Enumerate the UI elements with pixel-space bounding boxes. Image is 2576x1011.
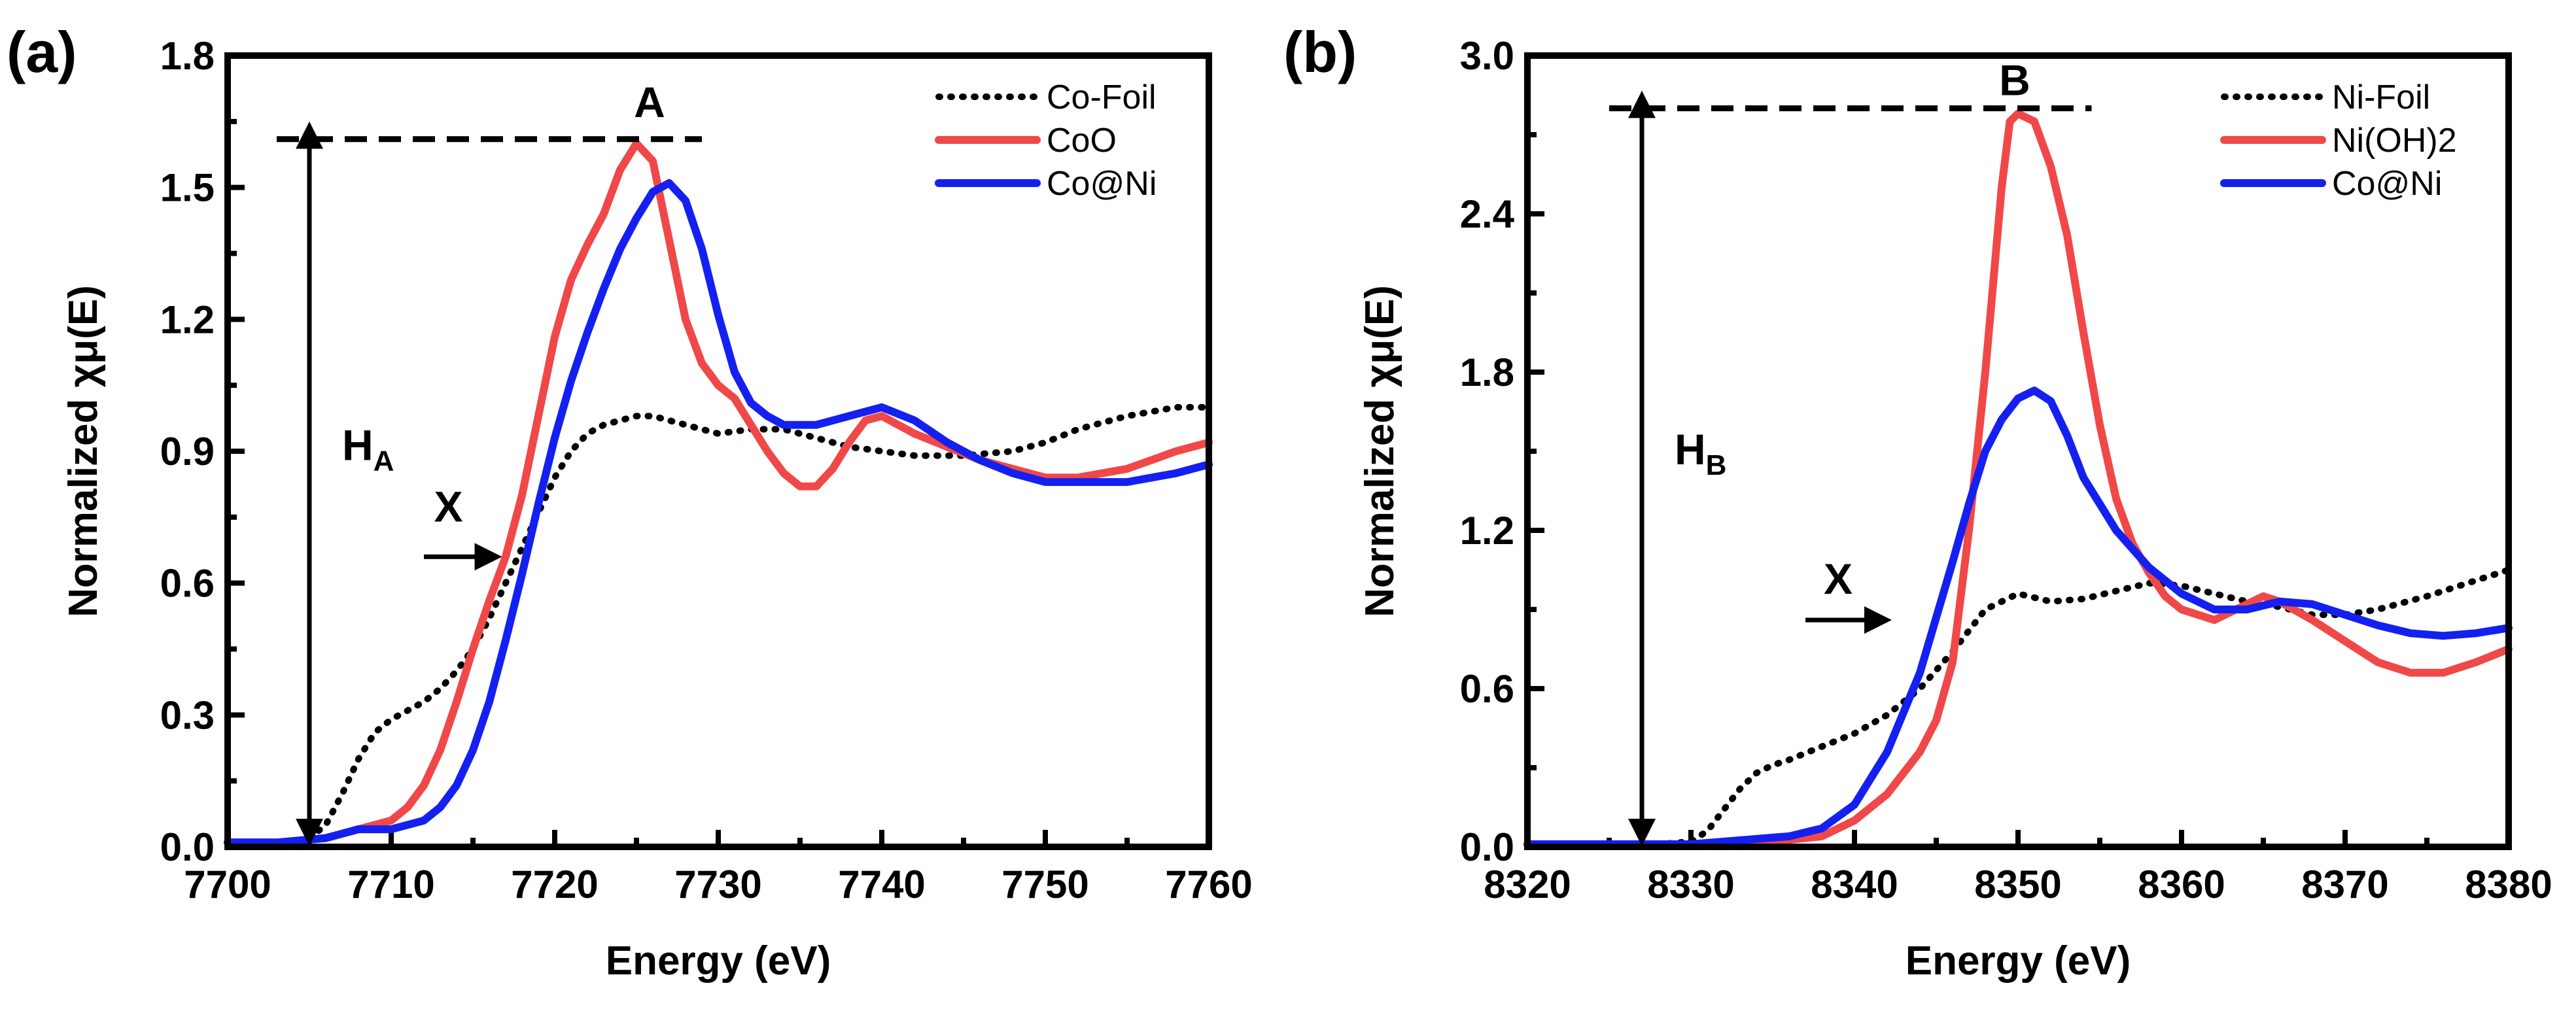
legend-label: Co-Foil — [1047, 78, 1157, 116]
legend-label: Co@Ni — [1047, 165, 1157, 203]
x-tick-label: 8380 — [2465, 863, 2552, 906]
legend-label: CoO — [1047, 122, 1117, 160]
legend-label: Ni(OH)2 — [2332, 122, 2457, 160]
height-label-subscript: B — [1706, 449, 1727, 481]
y-tick-label: 0.3 — [160, 693, 215, 737]
x-axis-title: Energy (eV) — [606, 938, 831, 984]
y-tick-label: 0.9 — [160, 430, 215, 473]
y-axis-title: Normalized χμ(E) — [61, 285, 106, 617]
y-tick-label: 0.6 — [1460, 667, 1514, 711]
panel-a: (a) 7700 7710 7720 7730 7740 7750 7760 0.0 0.3 0.… — [7, 20, 1253, 984]
series-layer — [1523, 109, 2513, 848]
panel-b: (b) 8320 8330 8340 8350 8360 8370 8380 0.0 0.6 1.… — [1283, 20, 2552, 984]
series-ni-foil-line — [1524, 566, 2512, 848]
y-tick-label: 1.8 — [1460, 351, 1514, 394]
y-tick-label: 1.2 — [160, 298, 215, 341]
x-tick-label: 7730 — [674, 863, 761, 906]
y-tick-label: 2.4 — [1460, 192, 1515, 236]
x-tick-label: 8340 — [1811, 863, 1898, 906]
y-tick-label: 0.6 — [160, 562, 215, 606]
x-tick-label: 8350 — [1974, 863, 2061, 906]
x-tick-label: 7740 — [838, 863, 925, 906]
x-tick-label: 7750 — [1001, 863, 1088, 906]
y-axis-title: Normalized χμ(E) — [1357, 285, 1402, 617]
series-coo-line — [224, 139, 1213, 847]
x-tick-label: 8360 — [2138, 863, 2225, 906]
y-tick-label: 1.8 — [160, 34, 215, 78]
panel-tag: (b) — [1283, 20, 1357, 84]
x-tick-label: 7720 — [511, 863, 598, 906]
edge-label: X — [1824, 555, 1853, 603]
y-tick-label: 1.2 — [1460, 509, 1514, 553]
legend: Co-Foil CoO Co@Ni — [935, 78, 1157, 203]
x-tick-label: 7760 — [1165, 863, 1252, 906]
series-co-ni-line — [224, 179, 1213, 847]
x-tick-label: 8370 — [2301, 863, 2388, 906]
y-tick-label: 0.0 — [160, 825, 215, 869]
height-label: HA — [342, 420, 394, 477]
legend-label: Ni-Foil — [2332, 78, 2430, 116]
y-tick-label: 0.0 — [1460, 825, 1514, 869]
x-tick-label: 7700 — [184, 863, 271, 906]
legend-label: Co@Ni — [2332, 165, 2442, 203]
tick-layer: 7700 7710 7720 7730 7740 7750 7760 0.0 0.3 0.6 0.9… — [160, 34, 1253, 906]
peak-label: A — [634, 78, 665, 126]
plot-frame — [1524, 52, 2512, 850]
tick-layer: 8320 8330 8340 8350 8360 8370 8380 0.0 0.6 1.2 1.8… — [1460, 34, 2552, 906]
height-label-subscript: A — [374, 445, 394, 477]
x-tick-label: 8320 — [1484, 863, 1571, 906]
edge-label: X — [434, 483, 462, 531]
x-tick-label: 8330 — [1647, 863, 1734, 906]
legend: Ni-Foil Ni(OH)2 Co@Ni — [2220, 78, 2457, 203]
plot-frame — [224, 52, 1212, 850]
y-tick-label: 1.5 — [160, 166, 215, 210]
series-ni-oh-2-line — [1523, 109, 2513, 848]
height-label: HB — [1675, 425, 1726, 481]
series-co-ni-line — [1523, 386, 2513, 848]
peak-label: B — [1999, 56, 2030, 105]
y-tick-label: 3.0 — [1460, 34, 1514, 78]
x-axis-title: Energy (eV) — [1906, 938, 2131, 984]
x-tick-label: 7710 — [347, 863, 434, 906]
panel-tag: (a) — [7, 20, 77, 84]
series-layer — [224, 139, 1213, 847]
series-co-foil-line — [224, 403, 1212, 846]
